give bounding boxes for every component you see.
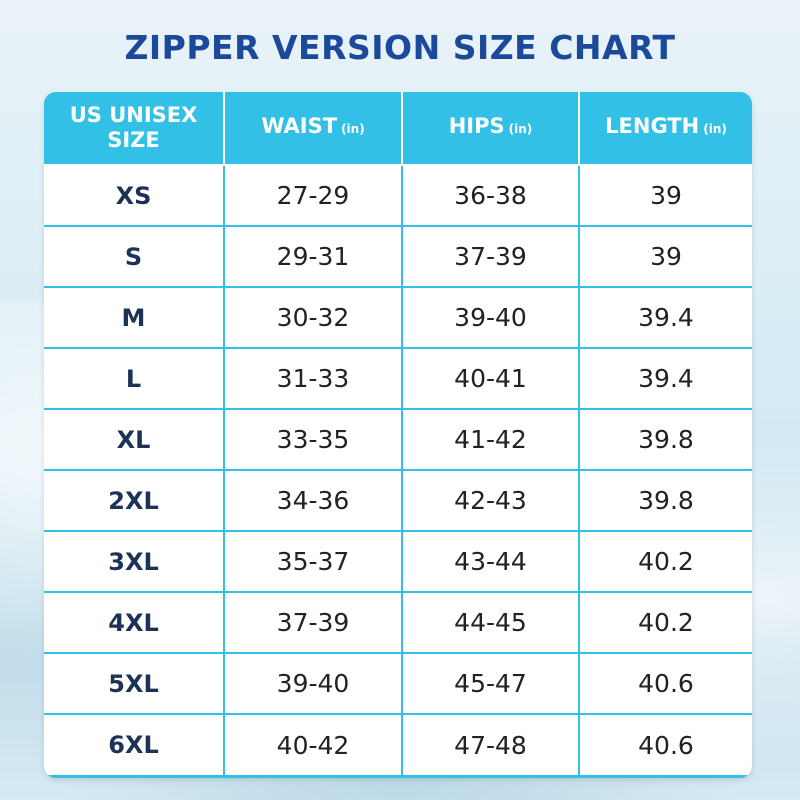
header-size-label: US UNISEX SIZE <box>69 103 198 152</box>
cell-size: 6XL <box>44 714 225 775</box>
header-size: US UNISEX SIZE <box>44 92 225 165</box>
cell-length: 39.8 <box>579 470 752 532</box>
cell-hips: 42-43 <box>402 470 580 532</box>
table-row: M 30-32 39-40 39.4 <box>44 287 752 349</box>
cell-hips: 41-42 <box>402 409 580 471</box>
cell-length: 40.2 <box>579 531 752 593</box>
cell-hips: 37-39 <box>402 226 580 288</box>
size-chart-table: US UNISEX SIZE WAIST (in) HIPS (in) LENGTH… <box>44 92 752 775</box>
cell-hips: 45-47 <box>402 653 580 715</box>
cell-size: M <box>44 287 225 349</box>
table-row: 4XL 37-39 44-45 40.2 <box>44 592 752 654</box>
size-chart-table-container: US UNISEX SIZE WAIST (in) HIPS (in) LENGTH… <box>44 92 752 778</box>
table-row: 5XL 39-40 45-47 40.6 <box>44 653 752 715</box>
cell-size: L <box>44 348 225 410</box>
cell-waist: 33-35 <box>224 409 403 471</box>
table-row: XS 27-29 36-38 39 <box>44 164 752 227</box>
cell-waist: 39-40 <box>224 653 403 715</box>
header-hips-unit: (in) <box>508 122 533 136</box>
table-row: 2XL 34-36 42-43 39.8 <box>44 470 752 532</box>
cell-size: XL <box>44 409 225 471</box>
cell-length: 39 <box>579 164 752 227</box>
cell-waist: 29-31 <box>224 226 403 288</box>
cell-hips: 43-44 <box>402 531 580 593</box>
header-waist-unit: (in) <box>341 122 365 136</box>
cell-waist: 30-32 <box>224 287 403 349</box>
header-waist: WAIST (in) <box>224 92 403 165</box>
table-row: 3XL 35-37 43-44 40.2 <box>44 531 752 593</box>
table-row: L 31-33 40-41 39.4 <box>44 348 752 410</box>
cell-length: 39.8 <box>579 409 752 471</box>
cell-length: 40.6 <box>579 714 752 775</box>
table-row: XL 33-35 41-42 39.8 <box>44 409 752 471</box>
cell-hips: 36-38 <box>402 164 580 227</box>
cell-size: XS <box>44 164 225 227</box>
table-row: 6XL 40-42 47-48 40.6 <box>44 714 752 775</box>
cell-size: 2XL <box>44 470 225 532</box>
cell-length: 40.2 <box>579 592 752 654</box>
cell-size: 3XL <box>44 531 225 593</box>
header-length-unit: (in) <box>703 122 727 136</box>
cell-length: 39.4 <box>579 287 752 349</box>
cell-waist: 35-37 <box>224 531 403 593</box>
cell-hips: 39-40 <box>402 287 580 349</box>
cell-size: 5XL <box>44 653 225 715</box>
table-header-row: US UNISEX SIZE WAIST (in) HIPS (in) LENGTH… <box>44 92 752 165</box>
cell-waist: 27-29 <box>224 164 403 227</box>
cell-size: 4XL <box>44 592 225 654</box>
cell-hips: 47-48 <box>402 714 580 775</box>
header-length-label: LENGTH <box>605 114 700 138</box>
header-waist-label: WAIST <box>261 114 338 138</box>
cell-waist: 37-39 <box>224 592 403 654</box>
cell-length: 39 <box>579 226 752 288</box>
header-hips: HIPS (in) <box>402 92 580 165</box>
cell-waist: 34-36 <box>224 470 403 532</box>
cell-length: 40.6 <box>579 653 752 715</box>
cell-waist: 31-33 <box>224 348 403 410</box>
header-length: LENGTH (in) <box>579 92 752 165</box>
cell-length: 39.4 <box>579 348 752 410</box>
cell-size: S <box>44 226 225 288</box>
table-row: S 29-31 37-39 39 <box>44 226 752 288</box>
cell-hips: 40-41 <box>402 348 580 410</box>
page-title: ZIPPER VERSION SIZE CHART <box>124 28 676 67</box>
cell-waist: 40-42 <box>224 714 403 775</box>
cell-hips: 44-45 <box>402 592 580 654</box>
header-hips-label: HIPS <box>448 114 505 138</box>
